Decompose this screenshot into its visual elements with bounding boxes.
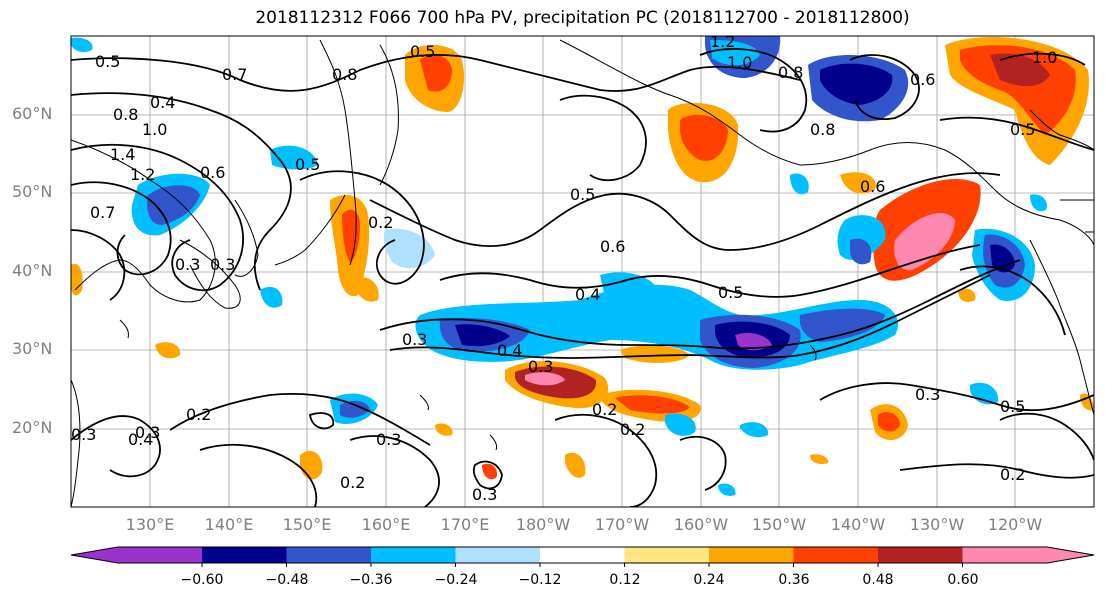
colorbar-tick-label: −0.36 <box>349 572 393 588</box>
lon-label: 150°W <box>751 515 807 534</box>
contour-label: 0.2 <box>1000 465 1025 484</box>
contour-label: 0.6 <box>200 163 225 182</box>
colorbar-tick-label: 0.12 <box>609 572 641 588</box>
colorbar-segment <box>793 547 879 563</box>
contour-label: 0.2 <box>592 400 617 419</box>
contour-label: 0.5 <box>1010 120 1035 139</box>
lon-label: 150°E <box>282 515 332 534</box>
contour-label: 0.3 <box>376 430 401 449</box>
contour-label: 0.8 <box>778 63 803 82</box>
contour-label: 0.4 <box>150 93 175 112</box>
colorbar-tick-label: 0.48 <box>862 572 894 588</box>
lat-label: 50°N <box>12 182 53 201</box>
colorbar-segment <box>878 547 964 563</box>
contour-label: 0.4 <box>575 285 600 304</box>
colorbar-segments <box>70 546 1095 564</box>
map-frame <box>70 35 1095 508</box>
contour-label: 0.3 <box>135 423 160 442</box>
contour-label: 0.2 <box>620 420 645 439</box>
colorbar-segment <box>202 547 288 563</box>
pv-contours <box>71 48 1094 507</box>
contour-label: 0.8 <box>332 65 357 84</box>
contour-label-group: 0.5 0.5 0.7 0.4 0.8 1.0 1.4 1.2 0.6 0.7 … <box>71 32 1057 504</box>
contour-label: 1.2 <box>710 32 735 51</box>
lat-label: 60°N <box>12 104 53 123</box>
colorbar-tick-label: 0.36 <box>778 572 810 588</box>
colorbar-segment <box>624 547 710 563</box>
colorbar-outline <box>70 546 1095 564</box>
contour-label: 0.3 <box>175 255 200 274</box>
contour-label: 0.5 <box>295 155 320 174</box>
lon-label: 160°W <box>673 515 729 534</box>
colorbar-tick-label: 0.24 <box>693 572 725 588</box>
contour-label: 0.4 <box>497 341 522 360</box>
map-background <box>71 36 1094 507</box>
colorbar-segment <box>71 547 202 563</box>
contour-label: 0.7 <box>90 203 115 222</box>
contour-label: 0.5 <box>570 185 595 204</box>
contour-label: 0.5 <box>718 283 743 302</box>
contour-label: 0.5 <box>95 52 120 71</box>
lat-label: 40°N <box>12 261 53 280</box>
contour-label: 0.8 <box>810 120 835 139</box>
coastlines <box>71 39 1094 507</box>
contour-label: 0.2 <box>368 213 393 232</box>
contour-label: 0.6 <box>860 177 885 196</box>
lon-label: 140°E <box>204 515 254 534</box>
contour-label: 0.3 <box>210 255 235 274</box>
contour-label: 0.3 <box>528 357 553 376</box>
contour-label: 0.6 <box>600 237 625 256</box>
colorbar-segment <box>455 547 541 563</box>
colorbar-tick-label: −0.60 <box>180 572 224 588</box>
contour-label: 1.0 <box>142 120 167 139</box>
precip-shading <box>71 36 1094 496</box>
lon-label: 170°E <box>440 515 490 534</box>
colorbar-segment <box>709 547 795 563</box>
map-title: 2018112312 F066 700 hPa PV, precipitatio… <box>255 8 910 28</box>
contour-label: 0.3 <box>472 485 497 504</box>
contour-label: 0.3 <box>915 385 940 404</box>
colorbar-tick-label: 0.60 <box>947 572 979 588</box>
contour-label: 0.3 <box>71 425 96 444</box>
colorbar-segment <box>371 547 457 563</box>
lon-label: 160°E <box>361 515 411 534</box>
contour-label: 0.3 <box>402 330 427 349</box>
lon-label: 130°E <box>125 515 175 534</box>
lat-label: 30°N <box>12 339 53 358</box>
colorbar-tick-label: −0.24 <box>434 572 478 588</box>
contour-label: 1.0 <box>1032 48 1057 67</box>
lon-label: 130°W <box>909 515 965 534</box>
colorbar-segment <box>540 547 626 563</box>
lon-label: 180°W <box>515 515 571 534</box>
lon-label: 140°W <box>830 515 886 534</box>
colorbar-segment <box>286 547 372 563</box>
contour-label: 0.4 <box>128 430 153 449</box>
contour-label: 0.5 <box>410 42 435 61</box>
contour-label: 0.2 <box>340 473 365 492</box>
contour-label: 0.8 <box>113 105 138 124</box>
colorbar-ticks <box>201 563 963 567</box>
colorbar-tick-label: −0.12 <box>518 572 562 588</box>
contour-label: 1.4 <box>110 145 135 164</box>
contour-label: 0.6 <box>910 70 935 89</box>
contour-label: 0.7 <box>222 65 247 84</box>
contour-label: 0.2 <box>186 405 211 424</box>
colorbar-segment <box>962 547 1094 563</box>
lon-label: 170°W <box>594 515 650 534</box>
lon-label: 120°W <box>987 515 1043 534</box>
contour-label: 1.2 <box>130 165 155 184</box>
contour-label: 0.5 <box>1000 397 1025 416</box>
colorbar-tick-label: −0.48 <box>265 572 309 588</box>
contour-label: 1.0 <box>727 53 752 72</box>
lat-label: 20°N <box>12 418 53 437</box>
